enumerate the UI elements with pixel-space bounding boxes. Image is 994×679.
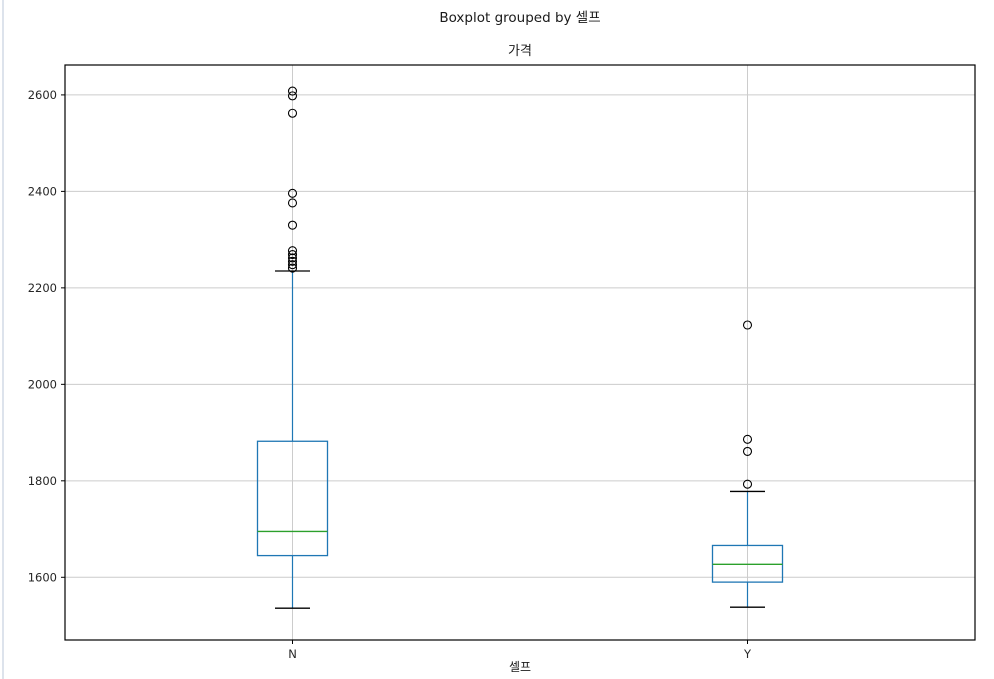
flier-point: [287, 91, 298, 101]
y-tick-label: 2400: [28, 184, 57, 198]
flier-point: [287, 256, 298, 266]
figure-suptitle: Boxplot grouped by 셀프: [439, 10, 601, 26]
x-tick-label: N: [288, 647, 297, 661]
flier-point: [287, 220, 298, 230]
flier-point: [742, 446, 753, 456]
flier-point: [287, 198, 298, 208]
y-tick-label: 2000: [28, 377, 57, 391]
axes-spines: [64, 64, 976, 641]
y-tick-label: 2600: [28, 88, 57, 102]
axes-title: 가격: [508, 44, 532, 59]
window-left-edge: [2, 0, 4, 679]
flier-point: [287, 246, 298, 256]
x-axis-label: 셀프: [508, 660, 532, 674]
flier-point: [287, 108, 298, 118]
y-tick-label: 1800: [28, 474, 57, 488]
flier-point: [742, 434, 753, 444]
flier-point: [287, 188, 298, 198]
flier-point: [287, 86, 298, 96]
flier-point: [742, 479, 753, 489]
y-tick-label: 1600: [28, 570, 57, 584]
x-tick-label: Y: [743, 647, 752, 661]
flier-point: [287, 250, 298, 260]
flier-point: [287, 253, 298, 263]
y-tick-label: 2200: [28, 281, 57, 295]
flier-point: [287, 263, 298, 273]
flier-point: [742, 320, 753, 330]
box: [256, 440, 329, 557]
flier-point: [287, 260, 298, 270]
